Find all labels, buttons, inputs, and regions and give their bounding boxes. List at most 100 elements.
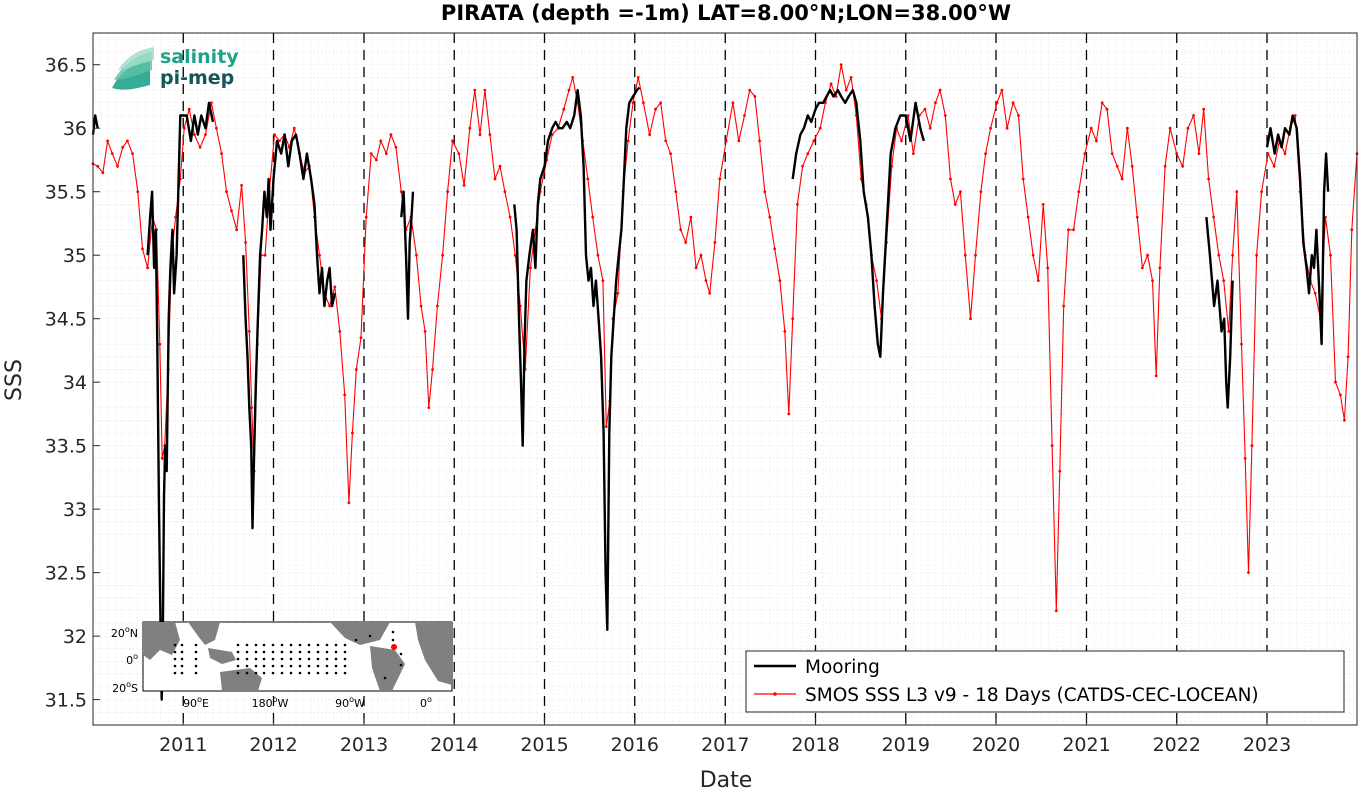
y-tick-label: 32.5 xyxy=(45,563,87,585)
smos-point xyxy=(1255,253,1258,257)
smos-point xyxy=(1266,152,1270,156)
smos-point xyxy=(399,190,403,194)
smos-point xyxy=(244,241,248,244)
inset-array-dot xyxy=(289,650,293,654)
inset-array-dot xyxy=(325,643,329,647)
smos-point xyxy=(768,215,772,219)
smos-point xyxy=(1283,152,1287,156)
inset-array-dot xyxy=(325,650,329,654)
smos-point xyxy=(263,253,267,257)
smos-point xyxy=(415,253,418,257)
inset-array-dot xyxy=(307,657,311,661)
smos-point xyxy=(591,215,595,219)
inset-array-dot xyxy=(280,671,284,675)
inset-array-dot xyxy=(236,643,240,647)
smos-point xyxy=(1105,107,1109,111)
smos-point xyxy=(136,190,140,194)
inset-array-dot xyxy=(298,664,302,668)
smos-point xyxy=(343,393,347,397)
inset-array-dot xyxy=(334,643,338,647)
inset-array-dot xyxy=(316,650,320,654)
smos-point xyxy=(791,317,795,321)
inset-array-dot xyxy=(254,643,258,647)
mooring-segment xyxy=(242,133,336,530)
wave-logo-icon xyxy=(112,47,154,90)
smos-point xyxy=(674,190,678,194)
smos-point xyxy=(1125,126,1129,130)
smos-point xyxy=(427,406,431,409)
plot-area xyxy=(91,32,1359,726)
smos-point xyxy=(1346,355,1350,359)
inset-array-dot xyxy=(262,671,266,675)
mooring-segment xyxy=(146,101,215,701)
x-tick-label: 2023 xyxy=(1243,734,1291,756)
inset-array-dot xyxy=(271,643,275,647)
inset-array-dot xyxy=(180,657,184,661)
smos-point xyxy=(220,152,224,156)
inset-lon-label: 90oE xyxy=(183,695,209,710)
y-tick-label: 34.5 xyxy=(45,309,87,331)
smos-point xyxy=(394,145,398,149)
smos-point xyxy=(292,126,296,130)
smos-point xyxy=(731,101,735,105)
inset-array-dot xyxy=(254,657,258,661)
smos-point xyxy=(758,139,761,143)
inset-array-dot xyxy=(194,657,198,661)
inset-array-dot xyxy=(271,671,275,675)
y-tick-label: 36.5 xyxy=(45,55,87,77)
inset-array-dot xyxy=(343,664,347,668)
smos-point xyxy=(1077,190,1081,194)
smos-point xyxy=(1026,215,1030,219)
smos-point xyxy=(1163,164,1167,168)
inset-array-dot xyxy=(343,643,347,647)
smos-point xyxy=(488,133,492,137)
inset-station-marker xyxy=(391,644,397,650)
y-tick-label: 35.5 xyxy=(45,182,87,204)
inset-array-dot xyxy=(173,671,177,675)
inset-array-dot xyxy=(180,643,184,647)
y-tick-label: 33 xyxy=(63,499,87,521)
smos-point xyxy=(1168,126,1172,130)
inset-array-dot xyxy=(254,664,258,668)
y-tick-label: 31.5 xyxy=(45,690,87,712)
x-tick-label: 2018 xyxy=(791,734,839,756)
smos-point xyxy=(989,126,992,130)
smos-point xyxy=(818,126,822,130)
smos-point xyxy=(1151,279,1154,282)
smos-point xyxy=(1207,177,1210,181)
inset-array-dot xyxy=(316,643,320,647)
smos-point xyxy=(182,126,186,130)
inset-array-dot xyxy=(391,638,395,642)
inset-array-dot xyxy=(334,657,338,661)
smos-point xyxy=(446,190,449,194)
smos-point xyxy=(141,247,144,251)
smos-point xyxy=(1260,190,1263,194)
inset-array-dot xyxy=(368,634,372,638)
smos-point xyxy=(204,133,207,137)
mooring-series xyxy=(91,86,1330,701)
inset-array-dot xyxy=(180,671,184,675)
smos-point xyxy=(708,291,712,295)
smos-point xyxy=(586,177,590,181)
smos-point xyxy=(1000,88,1004,92)
smos-point xyxy=(419,304,423,308)
inset-mooring-array-dots xyxy=(173,630,403,680)
smos-point xyxy=(1036,279,1040,282)
smos-point xyxy=(737,139,741,143)
smos-point xyxy=(849,76,853,79)
smos-point xyxy=(748,88,752,92)
smos-point xyxy=(1313,291,1317,295)
x-tick-label: 2022 xyxy=(1153,734,1201,756)
smos-point xyxy=(529,266,532,270)
smos-point xyxy=(1339,393,1342,397)
smos-point xyxy=(215,126,218,130)
smos-point xyxy=(900,139,903,143)
smos-point xyxy=(704,279,708,282)
smos-point xyxy=(839,63,843,67)
smos-point xyxy=(1110,152,1114,156)
smos-point xyxy=(96,164,100,168)
inset-array-dot xyxy=(245,657,249,661)
x-tick-label: 2014 xyxy=(430,734,478,756)
inset-array-dot xyxy=(383,676,387,680)
smos-point xyxy=(1031,253,1035,257)
